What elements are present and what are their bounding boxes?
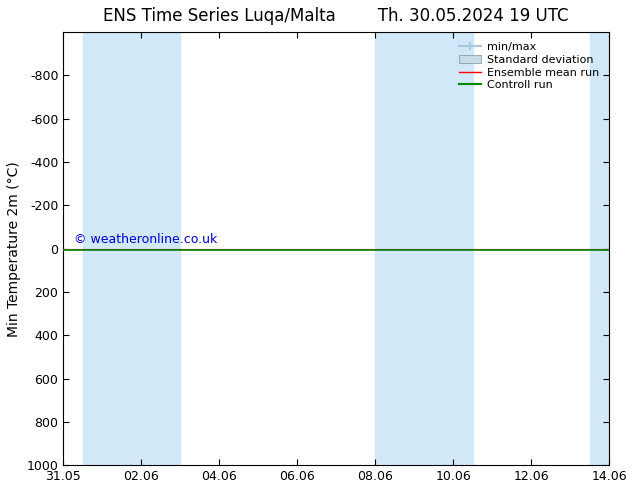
Y-axis label: Min Temperature 2m (°C): Min Temperature 2m (°C) [7,161,21,337]
Text: © weatheronline.co.uk: © weatheronline.co.uk [74,233,217,246]
Bar [414,32,473,465]
Title: ENS Time Series Luqa/Malta        Th. 30.05.2024 19 UTC: ENS Time Series Luqa/Malta Th. 30.05.202… [103,7,569,25]
Bar [122,32,180,465]
Bar [590,32,609,465]
Bar [375,32,414,465]
Legend: min/max, Standard deviation, Ensemble mean run, Controll run: min/max, Standard deviation, Ensemble me… [455,38,604,95]
Bar [82,32,122,465]
